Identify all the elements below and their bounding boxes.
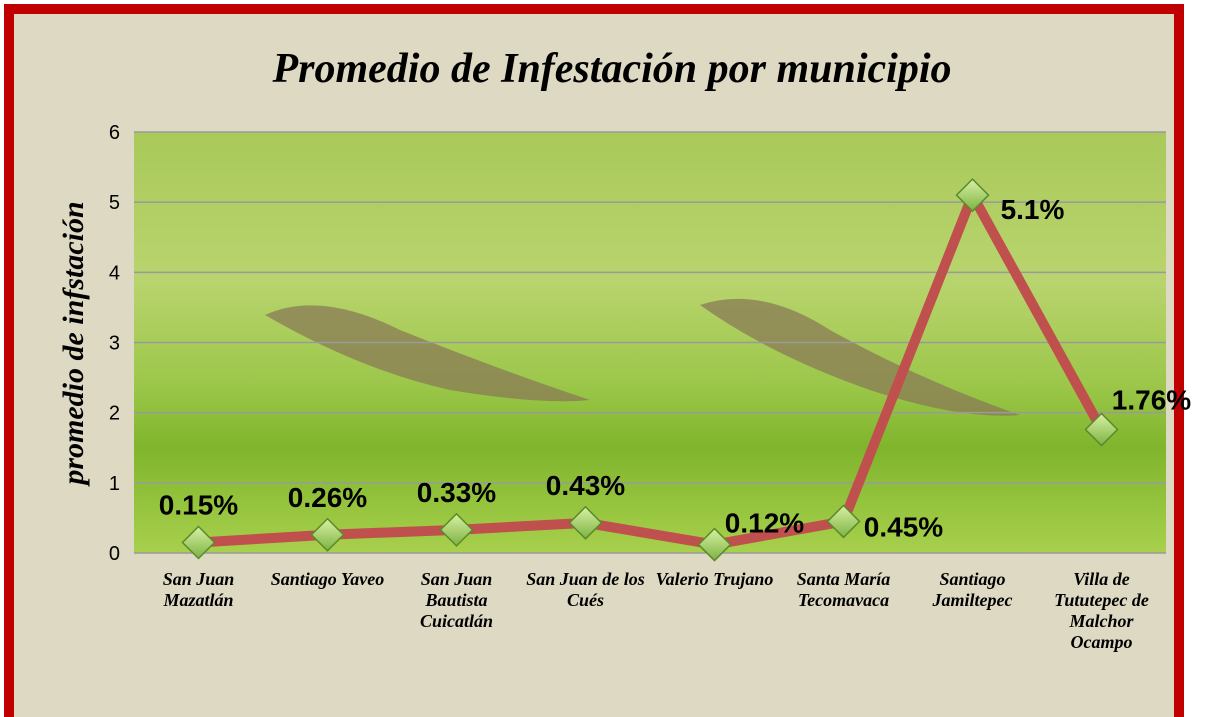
- data-label: 0.12%: [725, 508, 804, 539]
- data-label: 5.1%: [1001, 194, 1065, 225]
- y-tick-label: 6: [109, 122, 120, 144]
- x-tick-label: Santiago Jamiltepec: [909, 569, 1037, 611]
- x-tick-label: Santa María Tecomavaca: [780, 569, 908, 611]
- x-tick-label: Santiago Yaveo: [264, 569, 392, 590]
- y-axis-title: promedio de infstación: [57, 201, 90, 487]
- x-tick-label: San Juan de los Cués: [522, 569, 650, 611]
- y-tick-label: 3: [109, 333, 120, 355]
- y-tick-label: 4: [109, 262, 120, 284]
- data-label: 0.15%: [159, 489, 238, 520]
- chart-title: Promedio de Infestación por municipio: [271, 46, 951, 92]
- page: Promedio de Infestación por municipio pr…: [0, 0, 1208, 717]
- data-label: 0.43%: [546, 470, 625, 501]
- y-tick-label: 1: [109, 473, 120, 495]
- y-tick-label: 2: [109, 403, 120, 425]
- x-tick-label: Villa de Tututepec de Malchor Ocampo: [1038, 569, 1166, 653]
- x-tick-label: San Juan Mazatlán: [135, 569, 263, 611]
- y-tick-label: 5: [109, 192, 120, 214]
- data-label: 0.26%: [288, 482, 367, 513]
- data-label: 1.76%: [1112, 385, 1191, 416]
- y-tick-label: 0: [109, 543, 120, 565]
- data-label: 0.33%: [417, 477, 496, 508]
- data-label: 0.45%: [864, 511, 943, 542]
- x-tick-label: San Juan Bautista Cuicatlán: [393, 569, 521, 632]
- x-tick-label: Valerio Trujano: [651, 569, 779, 590]
